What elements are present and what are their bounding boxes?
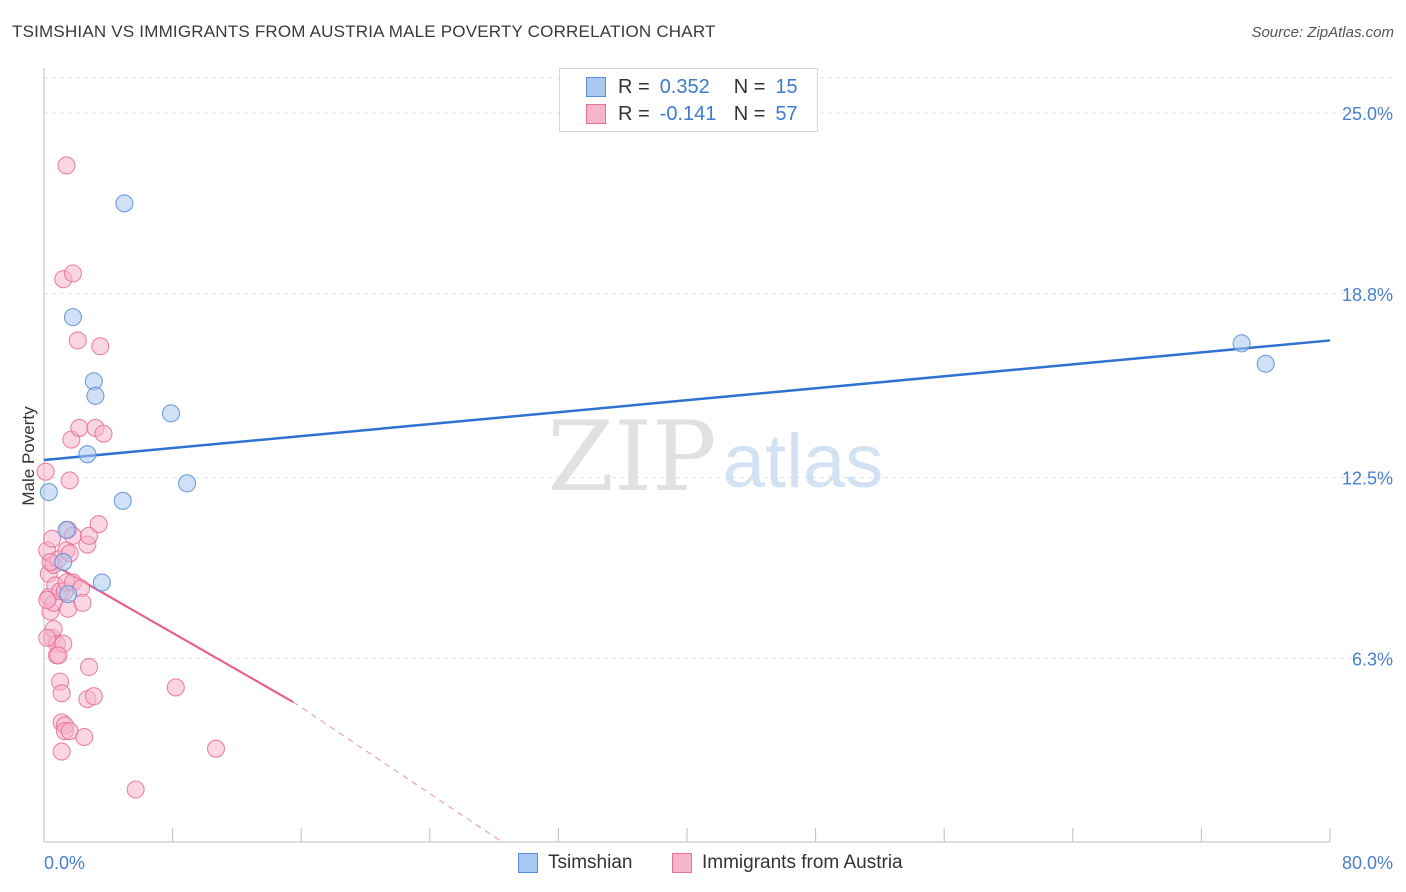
y-axis-label: Male Poverty bbox=[19, 406, 38, 506]
trend-line-austria-extension bbox=[292, 701, 503, 843]
legend-label-tsimshian: Tsimshian bbox=[548, 852, 633, 873]
y-tick-label: 18.8% bbox=[1342, 285, 1393, 305]
legend-n-value: 15 bbox=[775, 75, 798, 98]
legend-item-tsimshian: Tsimshian bbox=[518, 852, 632, 874]
series-legend: Tsimshian Immigrants from Austria bbox=[0, 852, 1406, 876]
point-austria bbox=[75, 727, 94, 747]
legend-label-austria: Immigrants from Austria bbox=[702, 852, 903, 873]
point-austria bbox=[63, 264, 82, 283]
point-austria bbox=[73, 593, 92, 612]
grid-lines bbox=[44, 77, 1394, 659]
legend-r-value: 0.352 bbox=[659, 75, 710, 98]
legend-n-value: 57 bbox=[775, 102, 798, 125]
legend-r-label: R = bbox=[618, 75, 650, 98]
point-austria bbox=[36, 462, 55, 481]
axes bbox=[43, 68, 1331, 843]
y-tick-label: 12.5% bbox=[1342, 468, 1393, 488]
point-austria bbox=[70, 418, 89, 437]
legend-n-label: N = bbox=[733, 75, 766, 98]
legend-swatch-austria bbox=[586, 104, 606, 124]
point-austria bbox=[126, 780, 145, 799]
point-austria bbox=[79, 657, 99, 677]
point-austria bbox=[52, 742, 71, 761]
legend-row-tsimshian: R = 0.352 N = 15 bbox=[586, 76, 798, 98]
legend-swatch-tsimshian bbox=[518, 853, 538, 873]
point-tsimshian bbox=[86, 386, 105, 405]
point-austria bbox=[42, 529, 62, 548]
point-tsimshian bbox=[178, 474, 197, 493]
point-austria bbox=[52, 684, 71, 703]
chart-title: TSIMSHIAN VS IMMIGRANTS FROM AUSTRIA MAL… bbox=[12, 22, 716, 41]
trend-line-tsimshian bbox=[43, 339, 1331, 462]
point-austria bbox=[89, 515, 108, 534]
legend-row-austria: R = -0.141 N = 57 bbox=[586, 103, 798, 125]
point-austria bbox=[206, 739, 226, 758]
point-tsimshian bbox=[59, 585, 78, 604]
watermark-zip: ZIP bbox=[547, 401, 716, 513]
legend-r-value: -0.141 bbox=[659, 102, 717, 125]
point-tsimshian bbox=[161, 404, 181, 423]
tick-labels: 6.3% 12.5% 18.8% 25.0% 0.0% 80.0% bbox=[44, 104, 1393, 873]
point-austria bbox=[68, 331, 87, 350]
legend-swatch-austria bbox=[672, 853, 692, 873]
point-tsimshian bbox=[1256, 354, 1275, 373]
point-austria bbox=[57, 156, 76, 175]
point-austria bbox=[38, 628, 57, 647]
point-austria bbox=[91, 337, 110, 356]
point-tsimshian bbox=[39, 483, 58, 502]
point-austria bbox=[84, 687, 103, 706]
point-austria bbox=[38, 590, 57, 610]
watermark: ZIP atlas bbox=[547, 401, 883, 513]
point-tsimshian bbox=[1232, 334, 1251, 353]
watermark-atlas: atlas bbox=[723, 419, 884, 504]
point-austria bbox=[60, 471, 79, 490]
point-austria bbox=[166, 678, 185, 697]
legend-swatch-tsimshian bbox=[586, 77, 606, 97]
point-tsimshian bbox=[78, 445, 97, 464]
y-tick-label: 25.0% bbox=[1342, 104, 1393, 124]
correlation-legend: R = 0.352 N = 15 R = -0.141 N = 57 bbox=[559, 68, 818, 132]
source-credit: Source: ZipAtlas.com bbox=[1251, 24, 1394, 41]
point-tsimshian bbox=[113, 491, 132, 510]
point-austria bbox=[94, 424, 113, 443]
point-tsimshian bbox=[57, 520, 76, 540]
y-tick-label: 6.3% bbox=[1352, 649, 1393, 669]
data-points bbox=[36, 156, 1275, 799]
legend-r-label: R = bbox=[618, 102, 650, 125]
x-tick-label: 0.0% bbox=[44, 853, 85, 873]
point-austria bbox=[79, 526, 99, 545]
point-tsimshian bbox=[115, 194, 134, 213]
x-tick-label: 80.0% bbox=[1342, 853, 1393, 873]
point-tsimshian bbox=[63, 308, 82, 327]
point-tsimshian bbox=[92, 573, 111, 592]
legend-item-austria: Immigrants from Austria bbox=[672, 852, 903, 874]
legend-n-label: N = bbox=[733, 102, 766, 125]
point-tsimshian bbox=[54, 553, 73, 572]
point-austria bbox=[49, 646, 68, 665]
